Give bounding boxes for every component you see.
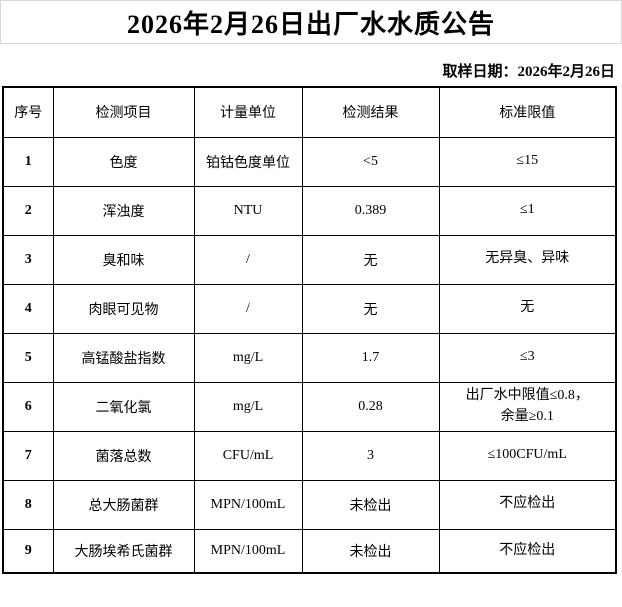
cell-result: 未检出 — [301, 528, 440, 574]
cell-item: 高锰酸盐指数 — [52, 332, 195, 383]
cell-item: 浑浊度 — [52, 185, 195, 236]
table-row: 1 色度 铂钴色度单位 <5 ≤15 — [2, 136, 617, 187]
cell-limit: 不应检出 — [438, 528, 617, 574]
cell-no: 7 — [2, 430, 54, 481]
cell-limit: ≤100CFU/mL — [438, 430, 617, 481]
cell-result: 无 — [301, 234, 440, 285]
cell-item: 大肠埃希氏菌群 — [52, 528, 195, 574]
cell-item: 菌落总数 — [52, 430, 195, 481]
cell-item: 色度 — [52, 136, 195, 187]
cell-unit: mg/L — [193, 332, 303, 383]
cell-limit: ≤3 — [438, 332, 617, 383]
cell-limit: 出厂水中限值≤0.8， 余量≥0.1 — [438, 381, 617, 432]
cell-no: 1 — [2, 136, 54, 187]
cell-result: 1.7 — [301, 332, 440, 383]
cell-limit: 不应检出 — [438, 479, 617, 530]
cell-no: 5 — [2, 332, 54, 383]
cell-unit: / — [193, 234, 303, 285]
sampling-date: 取样日期：2026年2月26日 — [442, 64, 615, 80]
report-title-block: 2026年2月26日出厂水水质公告 — [0, 0, 622, 44]
header-unit: 计量单位 — [193, 86, 303, 138]
header-no: 序号 — [2, 86, 54, 138]
header-limit: 标准限值 — [438, 86, 617, 138]
cell-no: 3 — [2, 234, 54, 285]
cell-item: 总大肠菌群 — [52, 479, 195, 530]
cell-unit: MPN/100mL — [193, 479, 303, 530]
cell-limit: ≤1 — [438, 185, 617, 236]
cell-result: 无 — [301, 283, 440, 334]
table-row: 8 总大肠菌群 MPN/100mL 未检出 不应检出 — [2, 479, 617, 530]
header-item: 检测项目 — [52, 86, 195, 138]
table-row: 7 菌落总数 CFU/mL 3 ≤100CFU/mL — [2, 430, 617, 481]
cell-limit: 无 — [438, 283, 617, 334]
header-result: 检测结果 — [301, 86, 440, 138]
page-title: 2026年2月26日出厂水水质公告 — [126, 9, 495, 39]
cell-no: 4 — [2, 283, 54, 334]
cell-result: 0.28 — [301, 381, 440, 432]
table-header-row: 序号 检测项目 计量单位 检测结果 标准限值 — [2, 86, 617, 138]
table-row: 9 大肠埃希氏菌群 MPN/100mL 未检出 不应检出 — [2, 528, 617, 574]
table-row: 2 浑浊度 NTU 0.389 ≤1 — [2, 185, 617, 236]
cell-result: 未检出 — [301, 479, 440, 530]
cell-unit: NTU — [193, 185, 303, 236]
table-body: 1 色度 铂钴色度单位 <5 ≤15 2 浑浊度 NTU 0.389 ≤1 3 臭和味 / 无无异臭、异味… — [2, 136, 617, 574]
cell-unit: CFU/mL — [193, 430, 303, 481]
cell-unit: mg/L — [193, 381, 303, 432]
cell-limit: 无异臭、异味 — [438, 234, 617, 285]
cell-item: 二氧化氯 — [52, 381, 195, 432]
table-row: 4 肉眼可见物 / 无无 — [2, 283, 617, 334]
cell-no: 2 — [2, 185, 54, 236]
table-row: 5 高锰酸盐指数 mg/L 1.7 ≤3 — [2, 332, 617, 383]
cell-no: 6 — [2, 381, 54, 432]
water-quality-table: 序号 检测项目 计量单位 检测结果 标准限值 1 色度 铂钴色度单位 <5 ≤15 2 浑浊… — [2, 86, 617, 574]
table-row: 6 二氧化氯 mg/L 0.28 出厂水中限值≤0.8， 余量≥0.1 — [2, 381, 617, 432]
cell-item: 肉眼可见物 — [52, 283, 195, 334]
cell-unit: 铂钴色度单位 — [193, 136, 303, 187]
cell-result: 3 — [301, 430, 440, 481]
cell-unit: MPN/100mL — [193, 528, 303, 574]
cell-no: 8 — [2, 479, 54, 530]
cell-result: 0.389 — [301, 185, 440, 236]
cell-unit: / — [193, 283, 303, 334]
cell-limit: ≤15 — [438, 136, 617, 187]
cell-item: 臭和味 — [52, 234, 195, 285]
cell-result: <5 — [301, 136, 440, 187]
cell-no: 9 — [2, 528, 54, 574]
sampling-date-row: 取样日期：2026年2月26日 — [0, 44, 622, 86]
table-row: 3 臭和味 / 无无异臭、异味 — [2, 234, 617, 285]
